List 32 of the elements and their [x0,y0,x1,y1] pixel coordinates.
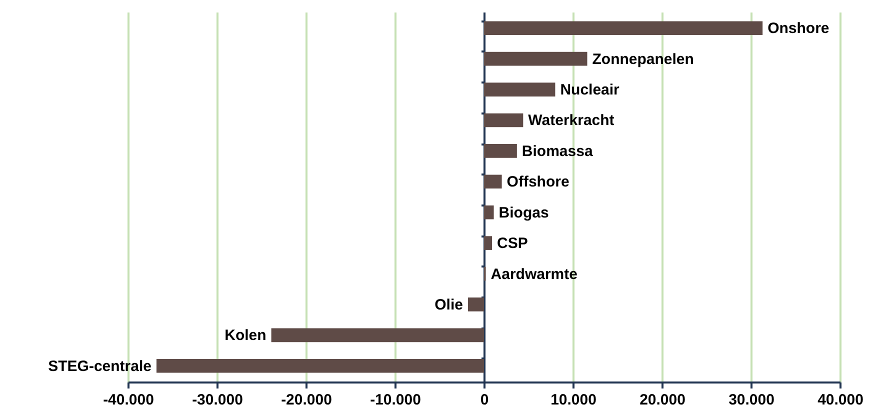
bar [484,174,502,189]
x-tick-label: 40.000 [818,392,864,408]
y-tick-label: Aardwarmte [490,266,578,283]
y-tick-label: Waterkracht [528,112,614,130]
x-tick-label: 0 [480,392,489,408]
bar [271,328,484,342]
bar [484,82,556,96]
x-tick-label: -20.000 [281,392,332,408]
x-tick-label: -40.000 [103,392,154,408]
bar [484,52,588,66]
bar [484,113,524,128]
x-tick-label: -10.000 [370,392,421,408]
x-tick-label: 30.000 [728,392,774,408]
x-tick-label: 20.000 [640,392,686,408]
y-tick-label: Olie [434,296,463,314]
x-tick-label: 10.000 [550,392,596,408]
y-tick-label: Offshore [506,174,570,191]
y-tick-label: STEG-centrale [48,358,152,375]
y-tick-label: Zonnepanelen [592,50,694,68]
y-tick-label: Onshore [768,20,830,38]
y-tick-label: Nucleair [560,82,620,99]
bar [156,358,484,373]
y-tick-label: Biogas [498,204,549,222]
y-tick-label: CSP [497,235,528,252]
x-tick-label: -30.000 [192,392,243,408]
bar [484,205,494,220]
bar [468,298,484,312]
y-tick-label: Kolen [224,327,266,344]
bar [484,144,517,158]
bar [484,21,763,36]
bar [484,236,492,250]
y-tick-label: Biomassa [522,142,594,160]
